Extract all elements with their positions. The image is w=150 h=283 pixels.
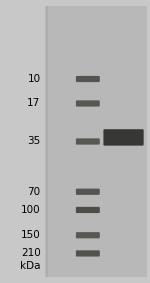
Text: kDa: kDa [20,261,40,271]
FancyBboxPatch shape [76,207,100,213]
Text: 100: 100 [21,205,40,215]
Text: 35: 35 [27,136,40,147]
FancyBboxPatch shape [76,189,100,195]
Text: 150: 150 [21,230,40,240]
FancyBboxPatch shape [103,129,144,146]
FancyBboxPatch shape [45,6,147,277]
FancyBboxPatch shape [76,76,100,82]
Text: 10: 10 [27,74,40,84]
Text: 17: 17 [27,98,40,108]
Text: 70: 70 [27,187,40,197]
Text: 210: 210 [21,248,40,258]
FancyBboxPatch shape [76,250,100,257]
FancyBboxPatch shape [76,138,100,145]
FancyBboxPatch shape [76,100,100,107]
FancyBboxPatch shape [76,232,100,238]
